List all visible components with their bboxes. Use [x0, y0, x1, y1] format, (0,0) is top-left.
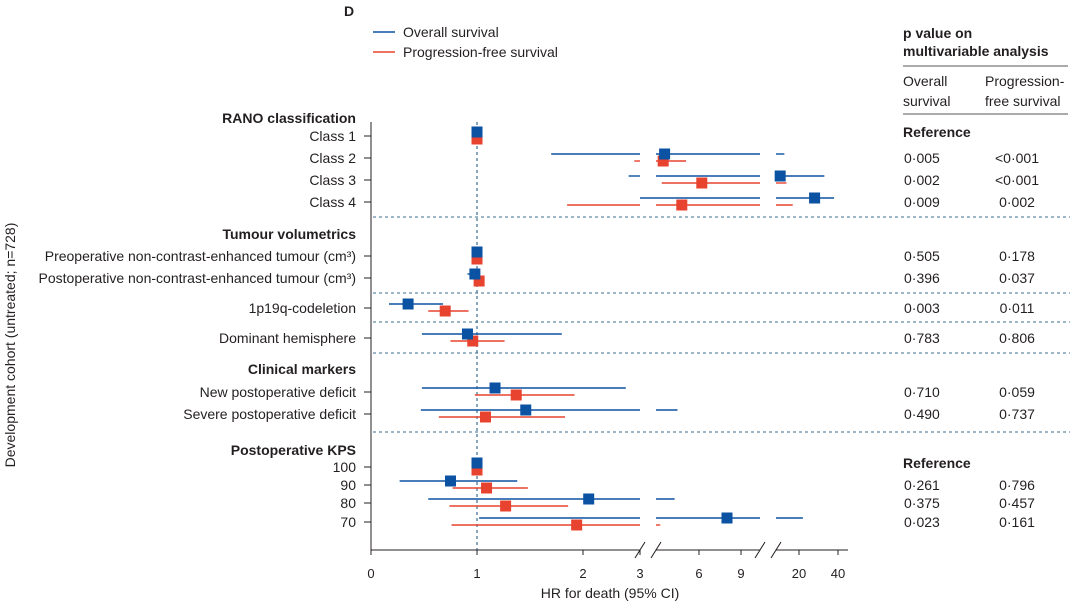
p-value-os: 0·396 [904, 270, 940, 286]
p-value-os: 0·261 [904, 477, 940, 493]
p-value-pfs: 0·796 [999, 477, 1035, 493]
x-tick-label: 1 [473, 566, 480, 581]
row-label: 70 [340, 514, 356, 530]
x-axis: 0 1 2 3 6 9 20 40 HR for death (95% CI) [364, 122, 848, 601]
row-label: Class 4 [309, 194, 356, 210]
pvalue-title-line1: p value on [903, 25, 972, 41]
p-value-pfs: <0·001 [995, 172, 1039, 188]
point-pfs [471, 253, 483, 265]
p-value-pfs: 0·011 [1000, 300, 1035, 316]
point-pfs [439, 305, 451, 317]
p-value-pfs: 0·457 [999, 495, 1035, 511]
group-dividers [373, 122, 1070, 550]
point-pfs [481, 482, 493, 494]
row-label: Class 2 [309, 150, 356, 166]
point-pfs [571, 519, 583, 531]
row-label: Severe postoperative deficit [183, 406, 356, 422]
panel-label: D [344, 3, 354, 19]
p-value-os: 0·710 [904, 384, 940, 400]
x-axis-title: HR for death (95% CI) [541, 585, 680, 601]
text-layer: D Overall survival Progression-free surviv… [2, 3, 1068, 530]
reference-label-rano: Reference [903, 124, 971, 140]
p-value-pfs: <0·001 [995, 150, 1039, 166]
x-tick-label: 0 [367, 566, 374, 581]
x-tick-label: 20 [792, 566, 806, 581]
group-title-clin: Clinical markers [248, 361, 356, 377]
p-value-pfs: 0·037 [999, 270, 1035, 286]
row-label: 90 [340, 477, 356, 493]
point-os [583, 493, 595, 505]
point-pfs [471, 133, 483, 145]
point-pfs [473, 275, 485, 287]
p-value-os: 0·005 [904, 150, 940, 166]
point-os [469, 268, 481, 280]
point-pfs [696, 177, 708, 189]
p-value-os: 0·783 [904, 330, 940, 346]
legend-os-label: Overall survival [403, 24, 499, 40]
p-value-pfs: 0·806 [999, 330, 1035, 346]
row-label: 1p19q-codeletion [249, 300, 356, 316]
axis-break-mark [770, 541, 782, 559]
point-os [774, 170, 786, 182]
p-value-pfs: 0·737 [999, 406, 1035, 422]
p-value-os: 0·003 [904, 300, 940, 316]
point-pfs [676, 199, 688, 211]
row-label: 100 [333, 459, 357, 475]
x-tick-label: 3 [636, 566, 643, 581]
p-value-os: 0·002 [904, 172, 940, 188]
y-axis-label: Development cohort (untreated; n=728) [2, 223, 18, 468]
point-os [445, 475, 456, 487]
pvalue-pfs-header-line2: free survival [985, 93, 1060, 109]
point-pfs [510, 389, 522, 401]
pvalue-os-header-line1: Overall [903, 73, 947, 89]
pvalue-pfs-header-line1: Progression- [985, 73, 1065, 89]
point-os [471, 457, 483, 469]
row-label: Class 1 [309, 128, 356, 144]
p-value-os: 0·375 [904, 495, 940, 511]
p-value-pfs: 0·002 [999, 194, 1035, 210]
x-tick-label: 6 [695, 566, 702, 581]
row-label: 80 [340, 495, 356, 511]
x-tick-label: 2 [579, 566, 586, 581]
p-value-pfs: 0·161 [999, 514, 1035, 530]
point-pfs [467, 335, 479, 347]
row-label: Preoperative non-contrast-enhanced tumou… [45, 248, 356, 264]
reference-label-kps: Reference [903, 455, 971, 471]
x-tick-label: 9 [737, 566, 744, 581]
row-label: Class 3 [309, 172, 356, 188]
point-os [471, 126, 483, 138]
p-value-os: 0·490 [904, 406, 940, 422]
p-value-os: 0·505 [904, 248, 940, 264]
p-value-os: 0·023 [904, 514, 940, 530]
group-title-vol: Tumour volumetrics [222, 226, 356, 242]
group-title-kps: Postoperative KPS [231, 442, 356, 458]
pvalue-title-line2: multivariable analysis [903, 43, 1049, 59]
plot-marks [389, 126, 835, 531]
point-os [471, 246, 483, 258]
axis-break-mark [650, 541, 662, 559]
point-os [520, 404, 532, 416]
p-value-pfs: 0·059 [999, 384, 1035, 400]
p-value-pfs: 0·178 [999, 248, 1035, 264]
group-title-rano: RANO classification [222, 110, 356, 126]
p-value-os: 0·009 [904, 194, 940, 210]
point-pfs [471, 464, 483, 476]
point-os [721, 512, 733, 524]
point-os [489, 382, 501, 394]
point-os [402, 298, 414, 310]
point-os [809, 192, 821, 204]
point-os [659, 148, 671, 160]
row-label: New postoperative deficit [200, 384, 357, 400]
legend-pfs-label: Progression-free survival [403, 44, 558, 60]
axis-break-mark [754, 541, 766, 559]
point-os [461, 328, 473, 340]
point-pfs [479, 411, 491, 423]
point-pfs [657, 155, 669, 167]
row-label: Postoperative non-contrast-enhanced tumo… [39, 270, 356, 286]
row-label: Dominant hemisphere [219, 330, 356, 346]
point-pfs [500, 500, 512, 512]
x-tick-label: 40 [831, 566, 845, 581]
pvalue-os-header-line2: survival [903, 93, 950, 109]
